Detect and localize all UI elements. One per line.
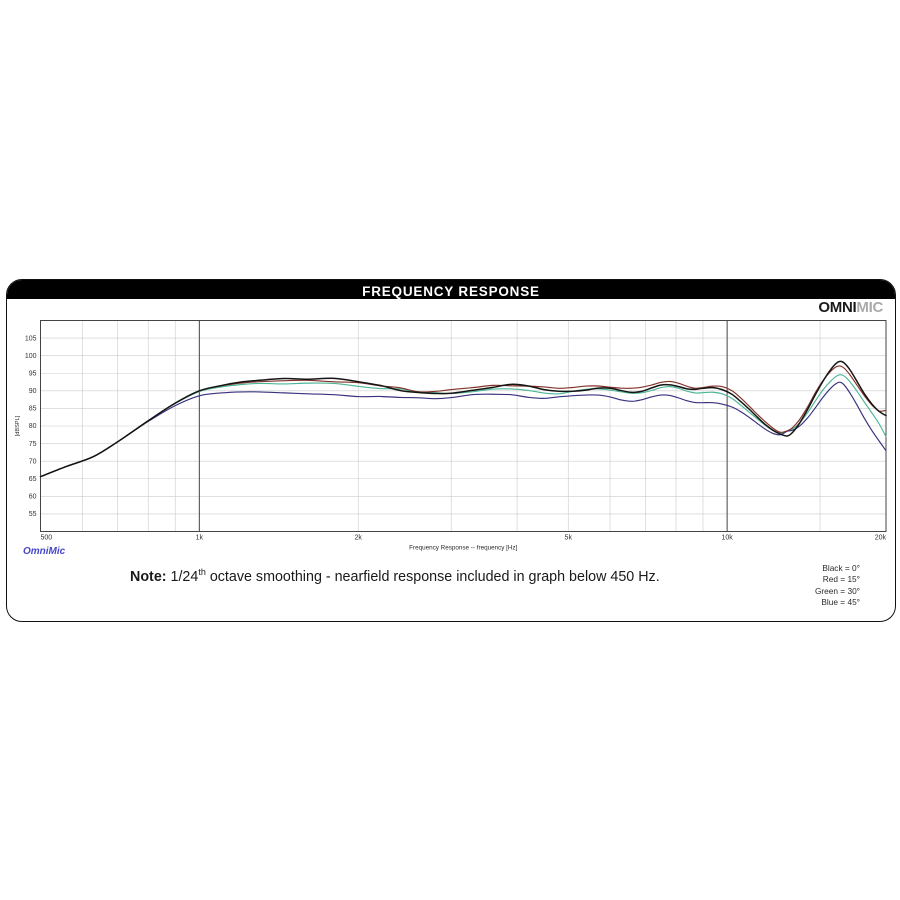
svg-text:[dBSPL]: [dBSPL]: [15, 415, 21, 436]
svg-text:85: 85: [29, 406, 37, 413]
svg-text:500: 500: [41, 535, 53, 542]
svg-text:65: 65: [29, 476, 37, 483]
svg-text:60: 60: [29, 494, 37, 501]
svg-text:75: 75: [29, 441, 37, 448]
svg-text:100: 100: [25, 353, 37, 360]
svg-text:105: 105: [25, 335, 37, 342]
svg-text:10k: 10k: [721, 535, 733, 542]
svg-text:80: 80: [29, 423, 37, 430]
svg-text:1k: 1k: [196, 535, 204, 542]
svg-text:2k: 2k: [355, 535, 363, 542]
svg-text:20k: 20k: [875, 535, 887, 542]
svg-text:Frequency Response -- frequenc: Frequency Response -- frequency [Hz]: [409, 545, 517, 552]
svg-text:95: 95: [29, 370, 37, 377]
svg-text:55: 55: [29, 511, 37, 518]
svg-text:70: 70: [29, 458, 37, 465]
svg-text:90: 90: [29, 388, 37, 395]
svg-text:5k: 5k: [565, 535, 573, 542]
